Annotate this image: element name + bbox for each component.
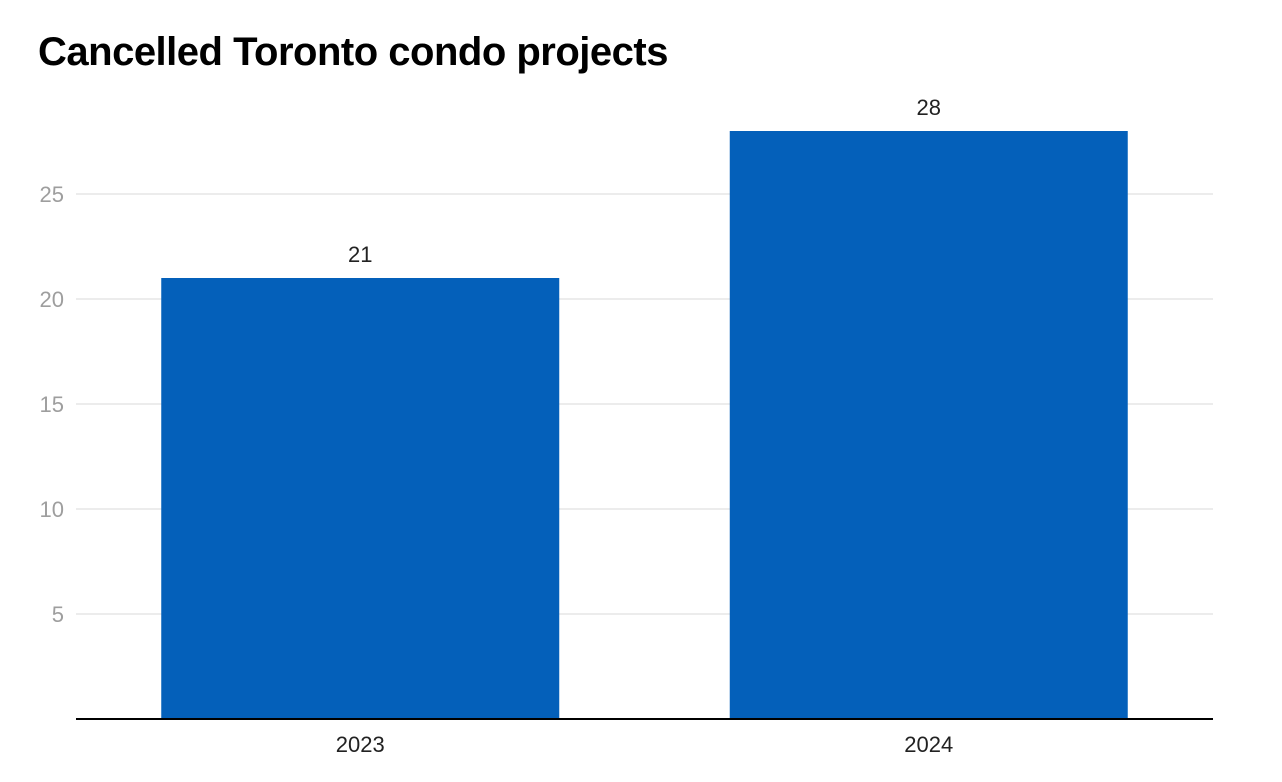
- y-axis-ticks: 5 10 15 20 25: [40, 182, 64, 627]
- data-label: 21: [348, 242, 372, 267]
- bar-2023: [161, 278, 560, 719]
- x-tick-label: 2024: [904, 732, 953, 757]
- x-axis-ticks: 2023 2024: [336, 732, 953, 757]
- chart-title: Cancelled Toronto condo projects: [38, 30, 668, 74]
- bars: [161, 131, 1128, 719]
- y-tick-label: 25: [40, 182, 64, 207]
- x-tick-label: 2023: [336, 732, 385, 757]
- bar-2024: [729, 131, 1128, 719]
- y-tick-label: 20: [40, 287, 64, 312]
- y-tick-label: 15: [40, 392, 64, 417]
- data-label: 28: [917, 95, 941, 120]
- y-tick-label: 10: [40, 497, 64, 522]
- data-labels: 21 28: [348, 95, 941, 267]
- y-tick-label: 5: [52, 602, 64, 627]
